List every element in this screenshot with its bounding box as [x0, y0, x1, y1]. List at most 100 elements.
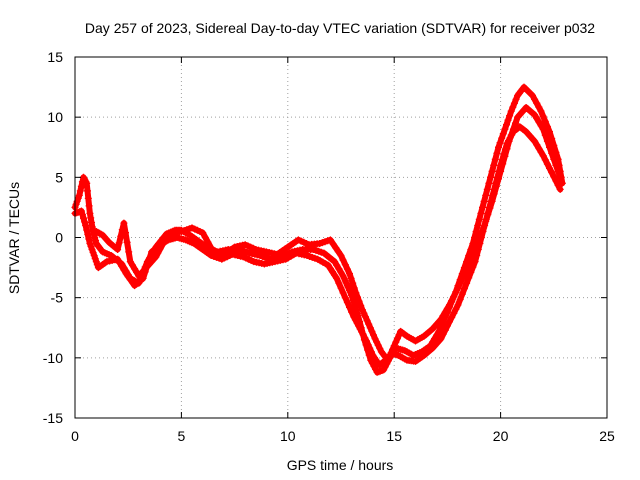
data-point	[473, 240, 481, 248]
data-point	[80, 173, 87, 181]
data-point	[352, 289, 360, 297]
data-point	[351, 302, 359, 309]
data-point	[490, 161, 498, 169]
data-point	[88, 219, 95, 226]
data-point	[554, 167, 562, 175]
data-point	[441, 326, 449, 334]
data-point	[337, 284, 345, 292]
data-point	[507, 131, 515, 139]
data-point	[471, 246, 479, 253]
data-point	[497, 167, 505, 175]
data-point	[83, 226, 91, 234]
data-point	[86, 240, 94, 247]
series-track-1	[71, 83, 566, 376]
data-point	[204, 238, 212, 246]
data-point	[550, 173, 558, 181]
data-point	[129, 261, 136, 269]
data-point	[361, 334, 369, 342]
data-point	[483, 185, 491, 193]
data-point	[91, 255, 99, 263]
data-point	[115, 239, 123, 247]
data-point	[117, 232, 125, 240]
data-point	[492, 182, 500, 190]
data-point	[533, 141, 541, 149]
data-point	[355, 322, 363, 330]
data-point	[81, 176, 89, 184]
data-point	[341, 294, 349, 302]
data-point	[537, 122, 545, 130]
data-point	[339, 289, 347, 297]
data-point	[454, 301, 462, 309]
data-point	[541, 117, 549, 125]
data-point	[450, 309, 458, 317]
data-point	[479, 203, 486, 211]
data-point	[354, 293, 361, 301]
data-series	[71, 83, 566, 376]
data-point	[448, 297, 456, 305]
data-point	[510, 99, 518, 107]
data-point	[539, 112, 547, 120]
data-point	[529, 92, 536, 99]
data-point	[343, 299, 351, 306]
x-tick-label: 0	[71, 428, 79, 444]
data-point	[446, 301, 453, 309]
data-point	[85, 235, 93, 243]
data-point	[139, 274, 147, 282]
data-point	[353, 319, 361, 327]
data-point	[326, 236, 334, 244]
data-point	[493, 149, 501, 157]
data-point	[460, 285, 468, 293]
data-point	[359, 331, 367, 339]
data-point	[370, 362, 378, 370]
data-point	[78, 211, 86, 219]
data-point	[350, 313, 358, 321]
data-point	[452, 305, 460, 313]
data-point	[443, 305, 451, 312]
data-point	[370, 331, 377, 339]
data-point	[490, 190, 498, 198]
data-point	[467, 255, 475, 263]
data-point	[362, 313, 369, 321]
data-point	[90, 252, 98, 259]
data-point	[122, 229, 129, 237]
data-point	[332, 244, 340, 252]
data-point	[87, 214, 95, 222]
data-point	[366, 324, 374, 332]
data-point	[358, 306, 366, 314]
data-point	[507, 107, 515, 115]
data-point	[346, 286, 353, 294]
data-point	[77, 182, 85, 190]
data-point	[77, 207, 85, 215]
data-point	[521, 126, 528, 134]
axis-ticks: 0 5 10 15 20 25 -15 -10 -5 0 5 10 15	[43, 49, 615, 444]
data-point	[535, 118, 543, 126]
data-point	[376, 345, 384, 352]
data-point	[152, 253, 160, 261]
data-point	[435, 327, 443, 335]
data-point	[380, 366, 388, 374]
data-point	[337, 268, 345, 276]
data-point	[91, 234, 99, 241]
data-point	[365, 320, 373, 328]
data-point	[363, 317, 371, 324]
y-tick-label: -5	[51, 290, 64, 306]
data-point	[84, 187, 91, 195]
data-point	[75, 191, 83, 199]
data-point	[499, 160, 507, 168]
data-point	[341, 261, 349, 269]
data-point	[357, 302, 365, 309]
data-point	[450, 293, 458, 300]
data-point	[509, 103, 517, 111]
data-point	[384, 356, 392, 364]
data-point	[509, 125, 517, 133]
y-tick-label: 15	[47, 49, 63, 65]
data-point	[504, 116, 512, 124]
data-point	[552, 161, 560, 169]
data-point	[541, 156, 549, 164]
data-point	[84, 194, 92, 202]
data-point	[537, 148, 545, 156]
data-point	[531, 137, 539, 145]
data-point	[83, 179, 91, 187]
data-point	[389, 345, 397, 353]
